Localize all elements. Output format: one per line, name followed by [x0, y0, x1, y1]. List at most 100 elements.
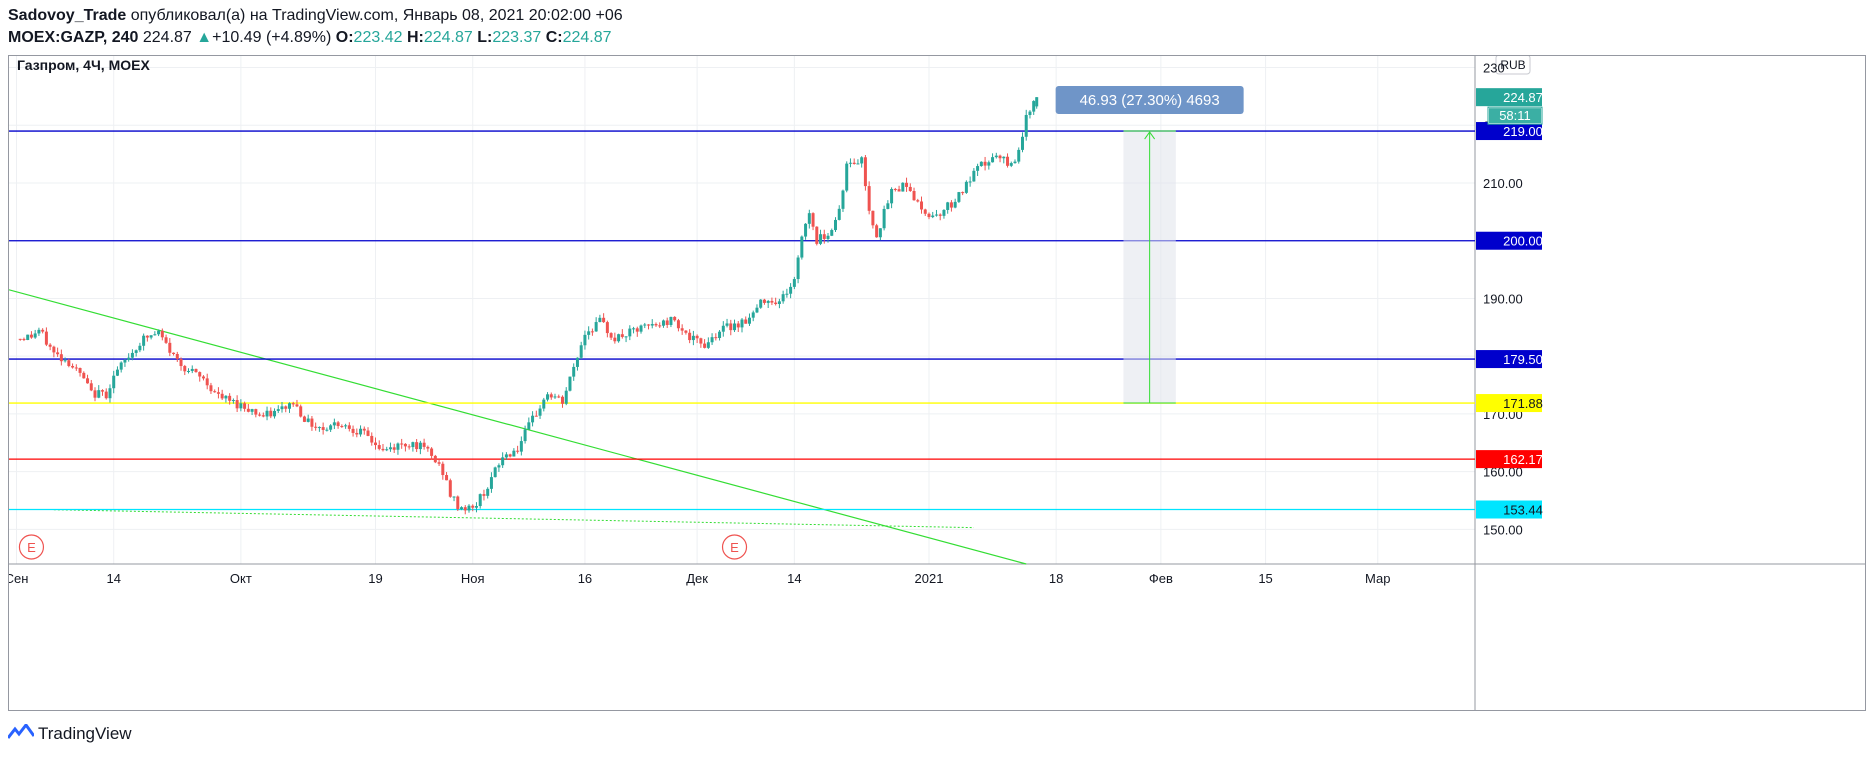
y-tick-label: 230 [1483, 61, 1505, 76]
candle-body [669, 316, 673, 325]
candle-body [209, 385, 213, 392]
y-tick-label: 160.00 [1483, 465, 1523, 480]
chart-frame: Газпром, 4Ч, MOEXRUB150.00160.00170.0018… [5, 54, 1866, 711]
x-tick-label: Ноя [461, 571, 485, 586]
candle-body [762, 299, 766, 303]
candle-body [946, 202, 950, 210]
candle-body [531, 415, 535, 423]
x-tick-label: Сен [9, 571, 28, 586]
candle-body [991, 157, 995, 163]
candle-body [699, 338, 703, 344]
candle-body [359, 428, 363, 435]
candle-body [549, 394, 553, 398]
candle-body [201, 376, 205, 379]
candle-body [377, 445, 381, 449]
candle-body [355, 432, 359, 435]
x-tick-label: 16 [578, 571, 592, 586]
candle-body [265, 410, 269, 417]
candle-body [153, 334, 157, 336]
candle-body [583, 334, 587, 346]
candle-body [374, 442, 377, 446]
candle-body [579, 345, 583, 358]
candle-body [654, 324, 658, 326]
candle-body [725, 323, 729, 326]
candle-body [108, 388, 112, 399]
candle-body [231, 400, 235, 402]
candle-body [407, 446, 411, 448]
countdown-bg [1489, 108, 1541, 124]
candle-body [243, 403, 247, 409]
candle-body [317, 427, 321, 429]
candle-body [351, 428, 355, 433]
candle-body [314, 426, 318, 428]
candle-body [190, 368, 194, 371]
candle-body [160, 330, 164, 338]
x-tick-label: Мар [1365, 571, 1390, 586]
candle-body [37, 329, 41, 334]
candle-body [635, 328, 639, 332]
candle-body [276, 409, 280, 411]
candle-body [770, 300, 774, 303]
candle-body [340, 426, 344, 428]
tradingview-logo-icon [6, 722, 36, 745]
candle-body [553, 396, 557, 398]
candle-body [474, 506, 478, 508]
candle-body [284, 406, 288, 409]
brand-name[interactable]: TradingView [38, 724, 132, 743]
y-tick-label: 210.00 [1483, 176, 1523, 191]
price-chart[interactable]: Газпром, 4Ч, MOEXRUB150.00160.00170.0018… [5, 54, 1865, 710]
candle-body [938, 214, 942, 216]
candle-body [564, 390, 568, 404]
level-price-label: 200.00 [1503, 234, 1543, 249]
support-dotted-line [53, 509, 974, 529]
candle-body [908, 186, 912, 192]
candle-body [400, 443, 404, 445]
last-price-tag [1476, 88, 1542, 107]
author-name[interactable]: Sadovoy_Trade [8, 7, 127, 24]
candle-body [497, 465, 501, 468]
candle-body [964, 181, 968, 193]
candle-body [93, 390, 97, 398]
published-text: опубликовал(а) на TradingView.com, Январ… [130, 7, 623, 24]
candle-body [628, 328, 632, 337]
open-value: 223.42 [353, 29, 403, 46]
candle-body [56, 352, 60, 355]
candle-body [796, 257, 800, 280]
candle-body [927, 213, 931, 218]
candle-body [833, 219, 837, 231]
x-tick-label: 2021 [915, 571, 944, 586]
candle-body [665, 320, 669, 325]
candle-body [482, 494, 486, 496]
candle-body [123, 359, 127, 363]
candle-body [329, 425, 333, 430]
candle-body [194, 368, 198, 373]
candle-body [448, 480, 452, 497]
candle-body [605, 322, 609, 334]
candle-body [235, 400, 239, 409]
candle-body [471, 505, 475, 508]
candle-body [325, 429, 329, 431]
candle-body [639, 325, 643, 332]
level-price-tag [1476, 122, 1542, 141]
candle-body [759, 299, 763, 308]
candle-body [680, 328, 684, 331]
candle-body [819, 234, 823, 244]
candle-body [460, 507, 464, 510]
candle-body [261, 415, 265, 417]
candle-body [934, 214, 938, 216]
open-label: O: [335, 29, 354, 46]
candle-body [1009, 163, 1013, 166]
candle-body [104, 391, 108, 399]
candle-body [78, 367, 82, 373]
candle-body [115, 369, 119, 376]
candle-body [781, 294, 785, 302]
candle-body [923, 209, 927, 214]
candle-body [994, 155, 998, 158]
candle-body [254, 409, 258, 415]
measure-label-box [1055, 86, 1244, 115]
candle-body [418, 442, 422, 450]
candle-body [572, 366, 576, 377]
candle-body [912, 191, 916, 201]
candle-body [830, 230, 834, 236]
candle-body [905, 182, 909, 187]
